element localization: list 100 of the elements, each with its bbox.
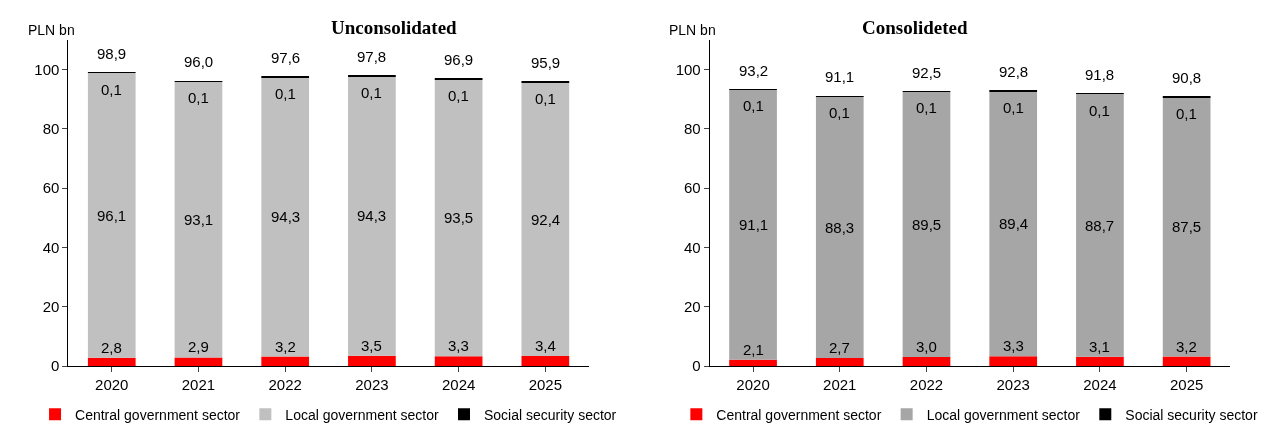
legend-label: Social security sector	[1125, 406, 1258, 423]
x-tick-label: 2024	[1083, 376, 1117, 393]
bar	[521, 355, 570, 366]
bar	[87, 357, 136, 366]
bar	[1076, 93, 1124, 357]
data-label: 3,2	[275, 338, 296, 355]
bar	[815, 96, 864, 358]
data-label: 0,1	[829, 104, 850, 121]
bar	[989, 91, 1038, 357]
data-label: 0,1	[361, 84, 382, 101]
total-label: 97,8	[357, 48, 387, 65]
chart-title: Unconsolidated	[331, 17, 458, 38]
bar	[521, 82, 570, 356]
y-tick-label: 40	[684, 238, 701, 256]
x-tick-label: 2021	[181, 376, 216, 393]
y-axis-title: PLN bn	[669, 22, 716, 38]
data-label: 0,1	[448, 87, 469, 104]
data-label: 3,3	[1003, 337, 1024, 354]
total-label: 90,8	[1172, 69, 1202, 86]
bar	[87, 72, 136, 358]
chart-title: Consolideted	[862, 17, 968, 38]
data-label: 0,1	[1089, 102, 1110, 119]
legend-label: Central government sector	[75, 406, 241, 423]
x-tick-label: 2020	[95, 376, 129, 393]
x-tick-label: 2021	[823, 376, 857, 393]
y-tick-label: 60	[684, 179, 701, 197]
bar	[815, 358, 864, 366]
y-tick-label: 0	[51, 357, 60, 375]
data-label: 87,5	[1172, 218, 1202, 235]
legend-label: Local government sector	[285, 406, 439, 423]
bar	[348, 355, 396, 366]
data-label: 3,0	[916, 338, 937, 355]
total-label: 92,5	[912, 64, 942, 81]
x-tick-label: 2024	[441, 376, 476, 393]
y-tick-label: 0	[692, 357, 701, 375]
data-label: 0,1	[101, 81, 122, 98]
legend-label: Social security sector	[483, 406, 617, 423]
data-label: 0,1	[535, 90, 556, 107]
bar	[902, 357, 951, 366]
total-label: 93,2	[739, 62, 769, 79]
total-label: 95,9	[531, 54, 561, 71]
y-tick-label: 20	[42, 297, 60, 315]
bar	[348, 76, 396, 356]
bar	[261, 77, 310, 357]
total-label: 91,8	[1085, 66, 1115, 83]
x-tick-label: 2022	[268, 376, 302, 393]
bar	[434, 79, 483, 357]
data-label: 0,1	[743, 97, 764, 114]
data-label: 94,3	[357, 207, 387, 224]
data-label: 0,1	[1003, 99, 1024, 116]
total-label: 97,6	[271, 49, 301, 66]
data-label: 3,1	[1089, 338, 1110, 355]
total-label: 96,0	[184, 53, 214, 70]
bar	[902, 91, 951, 358]
data-label: 2,9	[188, 338, 209, 355]
data-label: 93,5	[444, 209, 474, 226]
bar	[174, 81, 223, 358]
total-label: 92,8	[999, 63, 1029, 80]
data-label: 0,1	[1176, 105, 1197, 122]
y-tick-label: 60	[42, 179, 60, 197]
data-label: 91,1	[739, 216, 769, 233]
bar	[1162, 97, 1211, 357]
data-label: 0,1	[188, 89, 209, 106]
data-label: 3,4	[535, 337, 556, 354]
y-tick-label: 80	[684, 120, 701, 138]
total-label: 96,9	[444, 51, 474, 68]
data-label: 96,1	[97, 207, 127, 224]
total-label: 98,9	[97, 45, 127, 62]
y-tick-label: 100	[675, 60, 701, 78]
bar	[1076, 356, 1124, 366]
data-label: 89,5	[912, 216, 942, 233]
bar	[261, 356, 310, 366]
data-label: 3,3	[448, 337, 469, 354]
y-tick-label: 100	[34, 60, 60, 78]
legend-label: Central government sector	[716, 406, 882, 423]
bar	[729, 359, 777, 366]
data-label: 88,7	[1085, 217, 1115, 234]
y-tick-label: 40	[42, 238, 60, 256]
data-label: 88,3	[825, 219, 855, 236]
bar	[1162, 356, 1211, 366]
x-tick-label: 2025	[528, 376, 563, 393]
x-tick-label: 2023	[355, 376, 389, 393]
data-label: 93,1	[184, 211, 214, 228]
x-tick-label: 2020	[736, 376, 770, 393]
x-tick-label: 2025	[1169, 376, 1204, 393]
data-label: 92,4	[531, 211, 561, 228]
y-tick-label: 20	[684, 297, 701, 315]
data-label: 2,1	[743, 341, 764, 358]
x-tick-label: 2022	[909, 376, 944, 393]
data-label: 2,8	[101, 339, 122, 356]
x-tick-label: 2023	[996, 376, 1030, 393]
data-label: 94,3	[271, 208, 301, 225]
total-label: 91,1	[825, 68, 855, 85]
bar	[989, 356, 1038, 366]
bar	[729, 89, 777, 360]
data-label: 3,5	[361, 337, 382, 354]
legend-label: Local government sector	[926, 406, 1081, 423]
data-label: 3,2	[1176, 338, 1197, 355]
bar	[434, 356, 483, 366]
data-label: 0,1	[916, 99, 937, 116]
